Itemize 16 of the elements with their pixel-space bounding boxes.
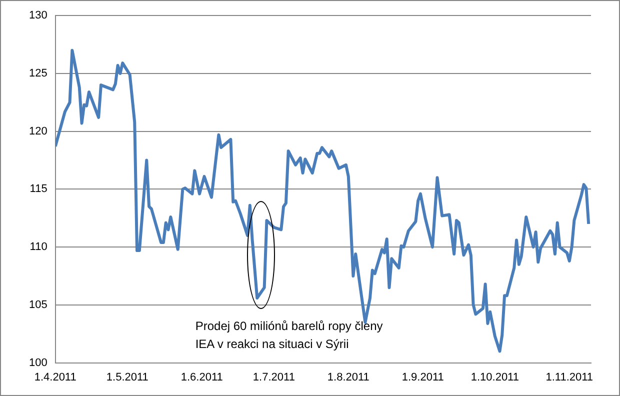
x-tick-label: 1.11.2011 (546, 371, 594, 384)
x-tick-label: 1.7.2011 (252, 371, 295, 384)
y-tick-label: 105 (28, 298, 48, 311)
x-tick-label: 1.10.2011 (470, 371, 519, 384)
x-tick-label: 1.4.2011 (34, 371, 76, 384)
y-tick-label: 125 (28, 68, 48, 80)
y-tick-label: 100 (28, 356, 48, 369)
annotation: Prodej 60 miliónů barelů ropy členy IEA v reakci na situaci v Sýrii (195, 318, 383, 353)
y-tick-label: 110 (30, 241, 48, 254)
x-tick-label: 1.5.2011 (106, 371, 148, 384)
x-tick-label: 1.8.2011 (327, 371, 370, 384)
y-tick-label: 130 (28, 10, 48, 22)
y-tick-label: 115 (30, 183, 48, 196)
x-tick-label: 1.6.2011 (180, 371, 223, 384)
x-tick-label: 1.9.2011 (402, 371, 444, 384)
y-tick-label: 120 (28, 125, 48, 138)
